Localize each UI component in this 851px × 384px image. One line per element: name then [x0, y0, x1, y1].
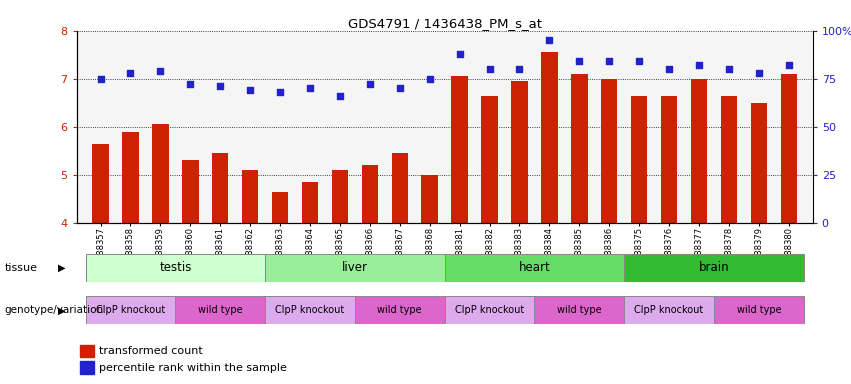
- Bar: [511, 81, 528, 223]
- Bar: [123, 131, 139, 223]
- Bar: [451, 76, 468, 223]
- Bar: [444, 254, 624, 282]
- Text: heart: heart: [518, 262, 551, 274]
- Bar: [86, 296, 175, 324]
- Text: brain: brain: [699, 262, 729, 274]
- Point: [483, 66, 496, 72]
- Bar: [152, 124, 168, 223]
- Text: ▶: ▶: [58, 263, 66, 273]
- Bar: [302, 182, 318, 223]
- Bar: [362, 165, 378, 223]
- Point: [692, 62, 705, 68]
- Text: wild type: wild type: [198, 305, 243, 315]
- Title: GDS4791 / 1436438_PM_s_at: GDS4791 / 1436438_PM_s_at: [348, 17, 541, 30]
- Bar: [242, 170, 259, 223]
- Text: testis: testis: [159, 262, 191, 274]
- Point: [543, 37, 557, 43]
- Bar: [691, 79, 707, 223]
- Bar: [661, 96, 677, 223]
- Point: [273, 89, 287, 95]
- Bar: [332, 170, 348, 223]
- Bar: [571, 74, 587, 223]
- Point: [153, 68, 167, 74]
- Bar: [780, 74, 797, 223]
- Bar: [266, 254, 444, 282]
- Point: [363, 81, 377, 88]
- Text: wild type: wild type: [736, 305, 781, 315]
- Text: transformed count: transformed count: [99, 346, 203, 356]
- Bar: [482, 96, 498, 223]
- Bar: [271, 192, 288, 223]
- Bar: [391, 153, 408, 223]
- Text: tissue: tissue: [4, 263, 37, 273]
- Bar: [601, 79, 618, 223]
- Point: [662, 66, 676, 72]
- Text: ▶: ▶: [58, 305, 66, 315]
- Bar: [175, 296, 266, 324]
- Bar: [421, 175, 438, 223]
- Text: percentile rank within the sample: percentile rank within the sample: [99, 362, 287, 373]
- Text: wild type: wild type: [557, 305, 602, 315]
- Text: genotype/variation: genotype/variation: [4, 305, 103, 315]
- Bar: [212, 153, 228, 223]
- Bar: [86, 254, 266, 282]
- Text: ClpP knockout: ClpP knockout: [276, 305, 345, 315]
- Text: ClpP knockout: ClpP knockout: [455, 305, 524, 315]
- Point: [333, 93, 346, 99]
- Bar: [714, 296, 803, 324]
- Point: [752, 70, 766, 76]
- Point: [243, 87, 257, 93]
- Bar: [92, 144, 109, 223]
- Bar: [355, 296, 444, 324]
- Bar: [721, 96, 737, 223]
- Point: [184, 81, 197, 88]
- Point: [214, 83, 227, 89]
- Bar: [444, 296, 534, 324]
- Point: [393, 85, 407, 91]
- Point: [94, 76, 107, 82]
- Point: [123, 70, 137, 76]
- Bar: [624, 254, 803, 282]
- Bar: [80, 361, 94, 374]
- Bar: [534, 296, 624, 324]
- Bar: [266, 296, 355, 324]
- Point: [632, 58, 646, 65]
- Text: wild type: wild type: [378, 305, 422, 315]
- Text: ClpP knockout: ClpP knockout: [635, 305, 704, 315]
- Bar: [751, 103, 767, 223]
- Point: [722, 66, 736, 72]
- Point: [512, 66, 526, 72]
- Text: ClpP knockout: ClpP knockout: [96, 305, 165, 315]
- Bar: [631, 96, 648, 223]
- Point: [453, 51, 466, 57]
- Point: [573, 58, 586, 65]
- Point: [423, 76, 437, 82]
- Point: [782, 62, 796, 68]
- Bar: [624, 296, 714, 324]
- Bar: [80, 345, 94, 357]
- Point: [603, 58, 616, 65]
- Bar: [182, 161, 198, 223]
- Text: liver: liver: [342, 262, 368, 274]
- Bar: [541, 52, 557, 223]
- Point: [303, 85, 317, 91]
